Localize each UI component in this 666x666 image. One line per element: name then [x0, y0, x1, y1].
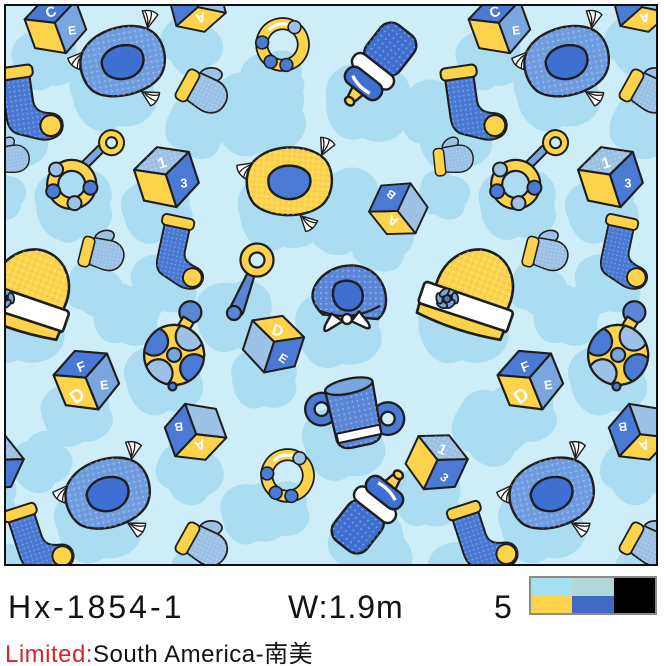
palette-swatch — [613, 578, 655, 596]
palette-swatch — [572, 578, 614, 596]
baby-toys-pattern: 1 3 C E F D E — [6, 6, 656, 564]
limited-label: Limited: — [5, 641, 94, 666]
palette-swatch — [572, 595, 614, 613]
palette-swatch — [531, 578, 573, 596]
color-count: 5 — [494, 589, 512, 625]
fabric-swatch: 1 3 C E F D E — [4, 4, 658, 566]
palette-swatch — [613, 595, 655, 613]
fabric-width: W:1.9m — [288, 589, 404, 625]
color-palette — [529, 576, 657, 615]
limited-region-line: Limited:South America-南美 — [5, 634, 313, 666]
palette-swatch — [531, 595, 573, 613]
product-code: Hx-1854-1 — [8, 589, 185, 625]
limited-region: South America-南美 — [93, 641, 314, 666]
